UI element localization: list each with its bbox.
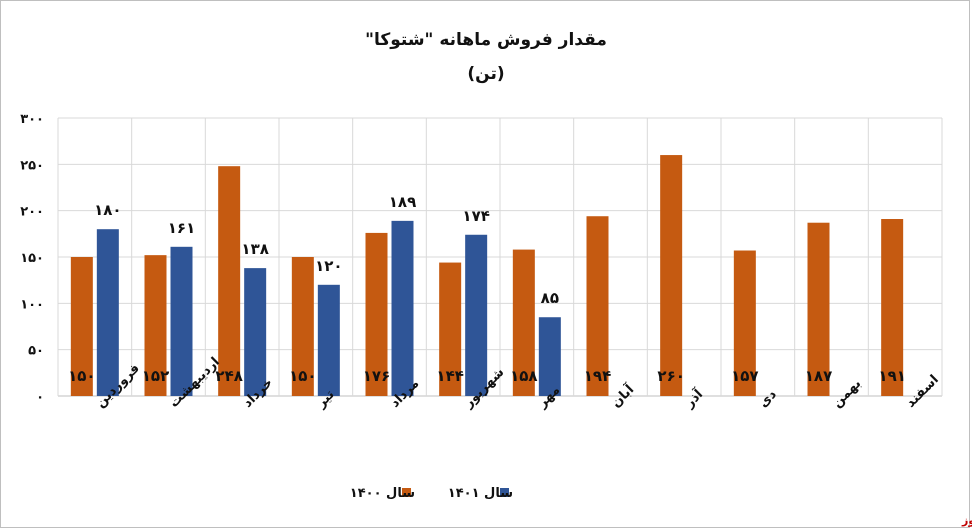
bar-1401 [391,220,414,396]
data-label-1400: ۱۵۲ [142,367,169,385]
bar-1400 [881,219,904,396]
y-tick-label: ۵۰ [28,344,44,359]
data-label-1400: ۱۵۰ [68,367,95,385]
data-label-1401: ۱۲۰ [315,257,342,275]
y-axis: ۰ ۵۰ ۱۰۰ ۱۵۰ ۲۰۰ ۲۵۰ ۳۰۰ [20,112,44,405]
chart-subtitle: (تن) [467,64,504,84]
category-label: دی [756,387,780,411]
legend-label-1401: سال ۱۴۰۱ [448,486,513,501]
bar-1401 [538,317,561,396]
data-label-1400: ۱۴۴ [436,367,463,385]
legend-swatch-1401 [500,488,509,497]
legend-swatch-1400 [402,488,411,497]
bar-1400 [144,255,167,396]
grid-layer [57,117,943,397]
bar-1400 [70,257,93,396]
data-labels-layer: ۱۵۰ ۱۸۰ ۱۵۲ ۱۶۱ ۲۴۸ ۱۳۸ ۱۵۰ ۱۲۰ ۱۷۶ ۱۸۹ ۱۴۴ ۱۷۴ ۱۵۸ ۸… [68,193,906,385]
data-label-1400: ۱۵۸ [510,367,537,385]
bar-1401 [170,246,193,396]
data-label-1400: ۱۷۶ [363,367,390,385]
bar-1400 [586,216,609,396]
y-tick-label: ۱۰۰ [20,297,44,312]
data-label-1400: ۱۸۷ [805,367,832,385]
bar-1401 [465,234,488,396]
data-label-1400: ۱۹۱ [878,367,905,385]
data-label-1400: ۱۵۷ [731,367,758,385]
data-label-1401: ۱۳۸ [241,240,268,258]
bar-1401 [317,284,340,396]
category-label: بهمن [830,376,865,411]
data-label-1401: ۸۵ [541,289,559,307]
bar-1400 [291,257,314,396]
bar-1400 [807,222,830,396]
bars-layer [70,155,904,396]
chart-title: مقدار فروش ماهانه "شتوکا" [365,30,607,50]
data-label-1400: ۱۵۰ [289,367,316,385]
bar-1400 [660,155,683,396]
y-tick-label: ۲۵۰ [20,158,44,173]
data-label-1401: ۱۶۱ [168,219,195,237]
data-label-1400: ۲۶۰ [657,367,684,385]
y-tick-label: ۱۵۰ [20,251,44,266]
legend: سال ۱۴۰۰ سال ۱۴۰۱ [350,486,513,501]
y-tick-label: ۳۰۰ [20,112,44,127]
source-label: بورس نیوز [961,514,972,527]
category-label: آذر [680,385,706,411]
bar-1400 [218,166,241,396]
bar-1400 [365,232,388,396]
data-label-1401: ۱۷۴ [462,207,489,225]
bar-1400 [733,250,756,396]
data-label-1400: ۲۴۸ [215,367,242,385]
bar-1401 [96,229,119,396]
legend-label-1400: سال ۱۴۰۰ [350,486,415,501]
bar-1400 [439,262,462,396]
bar-1401 [244,268,267,396]
data-label-1401: ۱۸۹ [389,193,416,211]
y-tick-label: ۰ [36,390,44,405]
y-tick-label: ۲۰۰ [20,205,44,220]
category-label: اسفند [903,372,941,410]
data-label-1401: ۱۸۰ [94,201,121,219]
data-label-1400: ۱۹۴ [584,367,611,385]
bar-1400 [512,249,535,396]
